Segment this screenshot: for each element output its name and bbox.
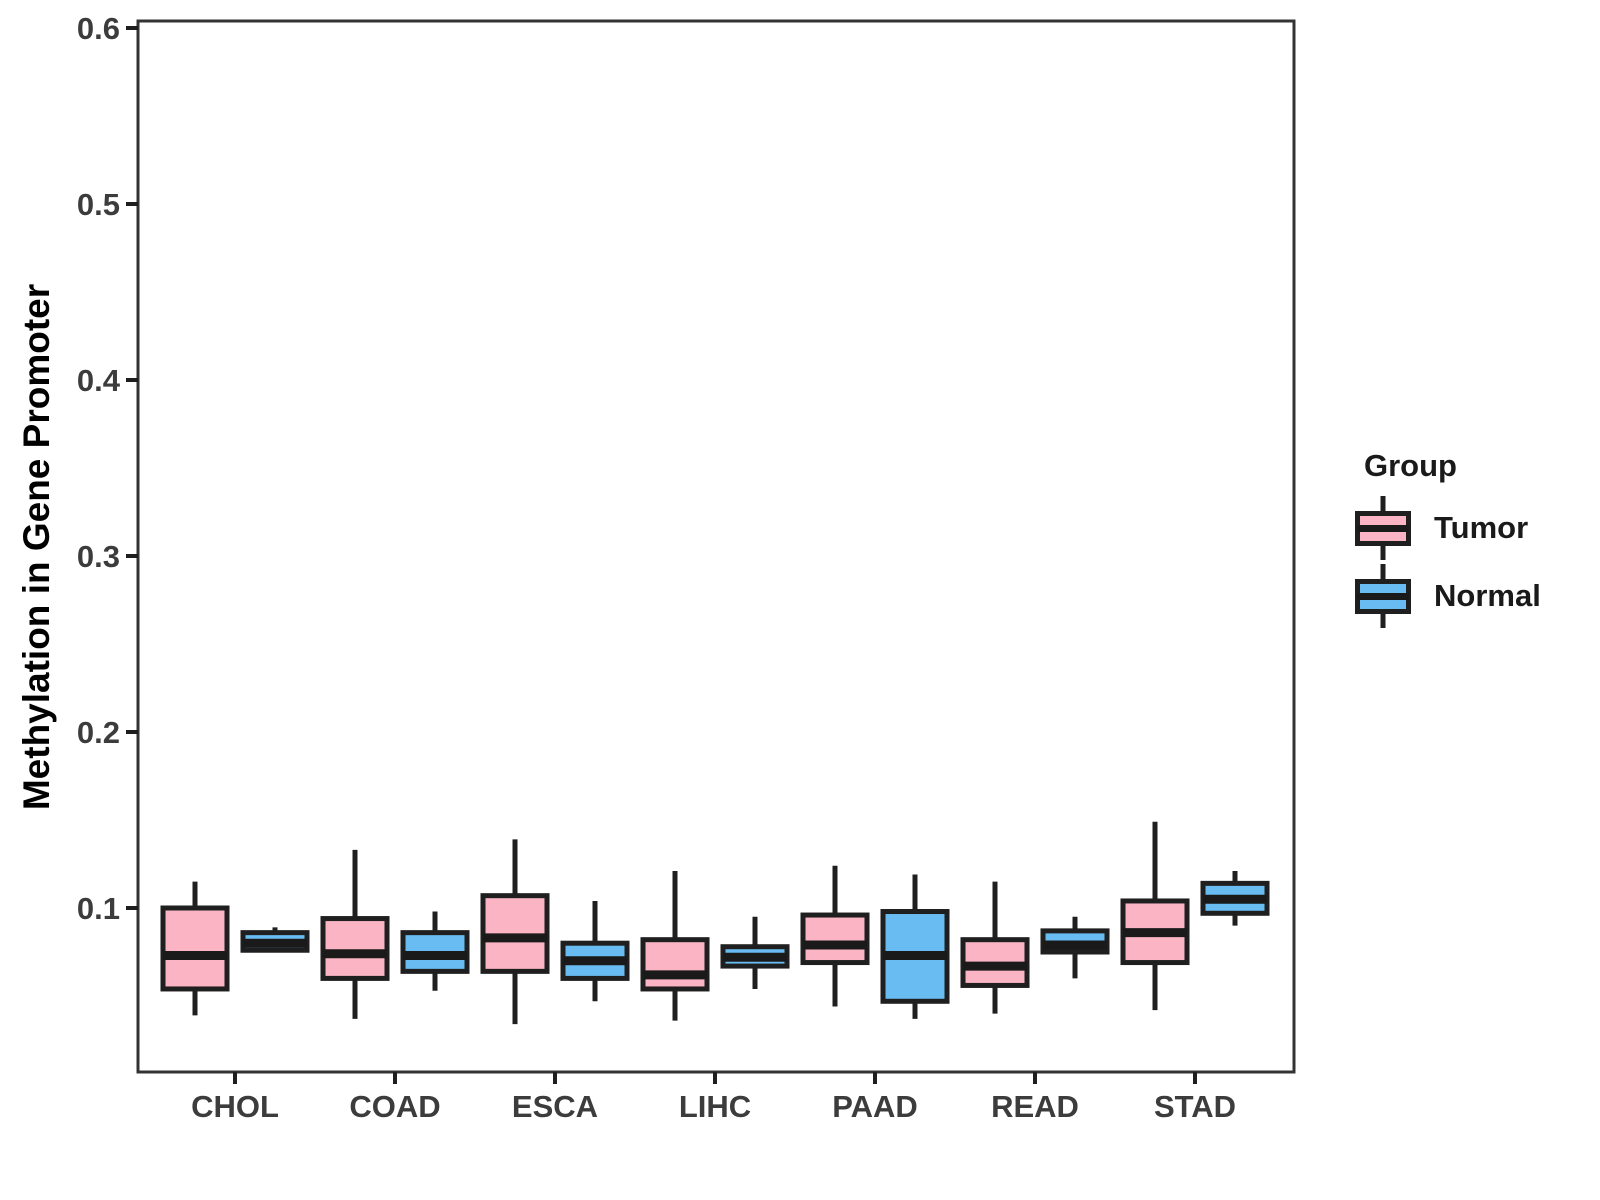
- legend-entry-tumor: Tumor: [1352, 494, 1541, 562]
- x-tick-label-CHOL: CHOL: [191, 1089, 279, 1124]
- legend-label-normal: Normal: [1434, 578, 1541, 613]
- y-tick-label-0.3: 0.3: [77, 539, 120, 574]
- y-axis-title: Methylation in Gene Promoter: [16, 283, 57, 811]
- x-tick-label-STAD: STAD: [1154, 1089, 1236, 1124]
- x-tick-label-LIHC: LIHC: [679, 1089, 751, 1124]
- legend-label-tumor: Tumor: [1434, 510, 1529, 545]
- y-tick-label-0.2: 0.2: [77, 715, 120, 750]
- x-tick-label-COAD: COAD: [349, 1089, 440, 1124]
- normal-boxplot-swatch-icon: [1355, 564, 1411, 628]
- y-tick-label-0.1: 0.1: [77, 891, 120, 926]
- legend: Group Tumor Normal: [1352, 448, 1541, 630]
- box-PAAD-tumor: [800, 912, 870, 966]
- y-tick-label-0.5: 0.5: [77, 187, 120, 222]
- y-tick-label-0.4: 0.4: [77, 363, 121, 398]
- x-tick-label-READ: READ: [991, 1089, 1079, 1124]
- box-LIHC-tumor: [640, 937, 710, 992]
- box-CHOL-tumor: [160, 905, 230, 992]
- x-tick-label-ESCA: ESCA: [512, 1089, 598, 1124]
- tumor-boxplot-swatch-icon: [1355, 496, 1411, 560]
- x-tick-label-PAAD: PAAD: [832, 1089, 918, 1124]
- legend-title: Group: [1364, 448, 1457, 483]
- y-tick-label-0.6: 0.6: [77, 11, 120, 46]
- box-COAD-tumor: [320, 916, 390, 981]
- legend-entry-normal: Normal: [1352, 562, 1541, 630]
